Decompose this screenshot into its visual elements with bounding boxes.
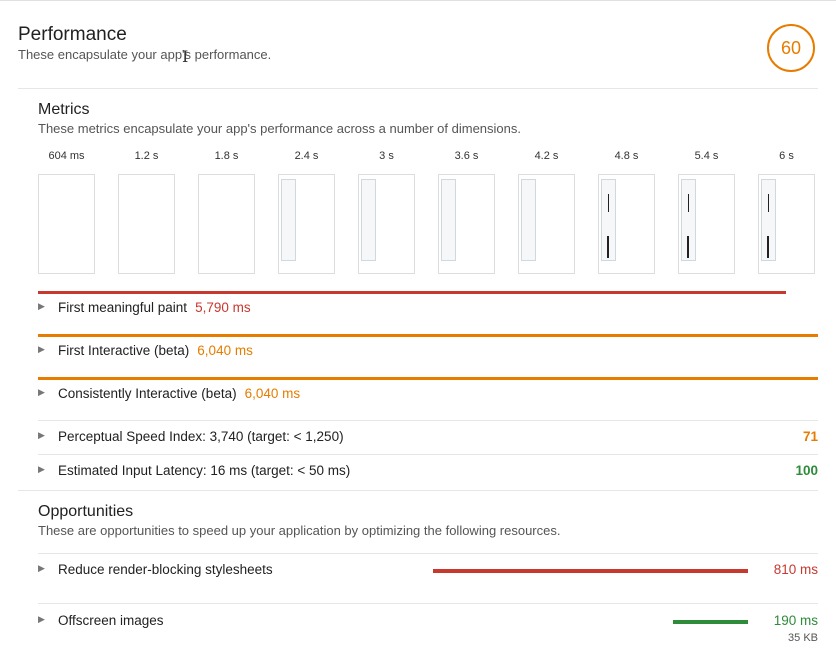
metric-label: Estimated Input Latency: 16 ms (target: … bbox=[58, 463, 351, 478]
frame-thumbnail bbox=[278, 174, 335, 274]
savings-bar bbox=[433, 569, 748, 573]
performance-description: These encapsulate your app's performance… bbox=[18, 47, 272, 62]
page-content-mark bbox=[768, 194, 769, 212]
section-divider bbox=[18, 490, 818, 491]
page-content-mark bbox=[608, 194, 609, 212]
metric-value: 5,790 ms bbox=[195, 300, 251, 315]
metric-score: 100 bbox=[795, 463, 818, 478]
frame-thumbnail bbox=[38, 174, 95, 274]
page-render-placeholder bbox=[281, 179, 296, 261]
first-interactive-timeline-bar bbox=[38, 334, 818, 337]
metric-perceptual-speed-index[interactable]: ▶ Perceptual Speed Index: 3,740 (target:… bbox=[38, 429, 818, 451]
frame-time-label: 6 s bbox=[779, 150, 794, 162]
frame-time-label: 1.8 s bbox=[214, 150, 239, 162]
metric-label: Perceptual Speed Index: 3,740 (target: <… bbox=[58, 429, 344, 444]
frame-thumbnail bbox=[438, 174, 495, 274]
metric-label: First meaningful paint bbox=[58, 300, 188, 315]
frame-thumbnail bbox=[678, 174, 735, 274]
row-divider bbox=[38, 420, 818, 421]
metric-estimated-input-latency[interactable]: ▶ Estimated Input Latency: 16 ms (target… bbox=[38, 463, 818, 485]
metric-value: 6,040 ms bbox=[197, 343, 253, 358]
frame-time-label: 4.8 s bbox=[614, 150, 639, 162]
performance-score-value: 60 bbox=[780, 37, 802, 58]
opportunity-size: 35 KB bbox=[788, 632, 818, 644]
metric-label: Consistently Interactive (beta) bbox=[58, 386, 237, 401]
performance-score-gauge: 60 bbox=[767, 24, 815, 72]
page-render-placeholder bbox=[761, 179, 776, 261]
metric-first-meaningful-paint[interactable]: ▶ First meaningful paint 5,790 ms bbox=[38, 300, 818, 322]
metric-value: 6,040 ms bbox=[244, 386, 301, 401]
expand-triangle-icon[interactable]: ▶ bbox=[38, 301, 45, 311]
page-content-mark bbox=[767, 236, 769, 258]
opportunities-title: Opportunities bbox=[38, 503, 134, 520]
metrics-title: Metrics bbox=[38, 101, 90, 118]
expand-triangle-icon[interactable]: ▶ bbox=[38, 563, 45, 573]
frame-thumbnail bbox=[598, 174, 655, 274]
frame-time-label: 1.2 s bbox=[134, 150, 159, 162]
expand-triangle-icon[interactable]: ▶ bbox=[38, 344, 45, 354]
page-render-placeholder bbox=[441, 179, 456, 261]
frame-time-label: 5.4 s bbox=[694, 150, 719, 162]
page-content-mark bbox=[687, 236, 689, 258]
frame-time-label: 2.4 s bbox=[294, 150, 319, 162]
metrics-description: These metrics encapsulate your app's per… bbox=[38, 121, 521, 136]
frame-thumbnail bbox=[118, 174, 175, 274]
frame-time-label: 3 s bbox=[379, 150, 394, 162]
expand-triangle-icon[interactable]: ▶ bbox=[38, 430, 45, 440]
frame-thumbnail bbox=[518, 174, 575, 274]
frame-time-label: 4.2 s bbox=[534, 150, 559, 162]
opportunity-render-blocking-stylesheets[interactable]: ▶ Reduce render-blocking stylesheets 810… bbox=[38, 562, 818, 584]
first-meaningful-paint-timeline-bar bbox=[38, 291, 786, 294]
row-divider bbox=[38, 553, 818, 554]
filmstrip: 604 ms 1.2 s 1.8 s 2.4 s 3 s 3.6 s 4.2 s… bbox=[38, 150, 818, 275]
section-divider bbox=[18, 88, 818, 89]
savings-bar bbox=[673, 620, 748, 624]
opportunity-savings: 810 ms bbox=[773, 562, 818, 577]
metric-consistently-interactive[interactable]: ▶ Consistently Interactive (beta) 6,040 m… bbox=[38, 386, 818, 408]
top-divider bbox=[0, 0, 836, 4]
page-content-mark bbox=[607, 236, 609, 258]
expand-triangle-icon[interactable]: ▶ bbox=[38, 387, 45, 397]
page-render-placeholder bbox=[361, 179, 376, 261]
metric-first-interactive[interactable]: ▶ First Interactive (beta) 6,040 ms bbox=[38, 343, 818, 365]
page-content-mark bbox=[688, 194, 689, 212]
row-divider bbox=[38, 603, 818, 604]
opportunity-label: Offscreen images bbox=[58, 613, 164, 628]
metric-label: First Interactive (beta) bbox=[58, 343, 190, 358]
opportunity-offscreen-images[interactable]: ▶ Offscreen images 190 ms 35 KB bbox=[38, 613, 818, 649]
opportunity-label: Reduce render-blocking stylesheets bbox=[58, 562, 273, 577]
text-cursor-icon: I bbox=[182, 47, 189, 66]
row-divider bbox=[38, 454, 818, 455]
expand-triangle-icon[interactable]: ▶ bbox=[38, 464, 45, 474]
page-render-placeholder bbox=[521, 179, 536, 261]
opportunity-savings: 190 ms bbox=[773, 613, 818, 628]
metric-score: 71 bbox=[802, 429, 818, 444]
opportunities-description: These are opportunities to speed up your… bbox=[38, 523, 561, 538]
page-render-placeholder bbox=[601, 179, 616, 261]
performance-title: Performance bbox=[18, 24, 127, 45]
frame-thumbnail bbox=[758, 174, 815, 274]
frame-time-label: 604 ms bbox=[48, 150, 85, 162]
expand-triangle-icon[interactable]: ▶ bbox=[38, 614, 45, 624]
consistently-interactive-timeline-bar bbox=[38, 377, 818, 380]
frame-thumbnail bbox=[358, 174, 415, 274]
frame-thumbnail bbox=[198, 174, 255, 274]
frame-time-label: 3.6 s bbox=[454, 150, 479, 162]
page-render-placeholder bbox=[681, 179, 696, 261]
